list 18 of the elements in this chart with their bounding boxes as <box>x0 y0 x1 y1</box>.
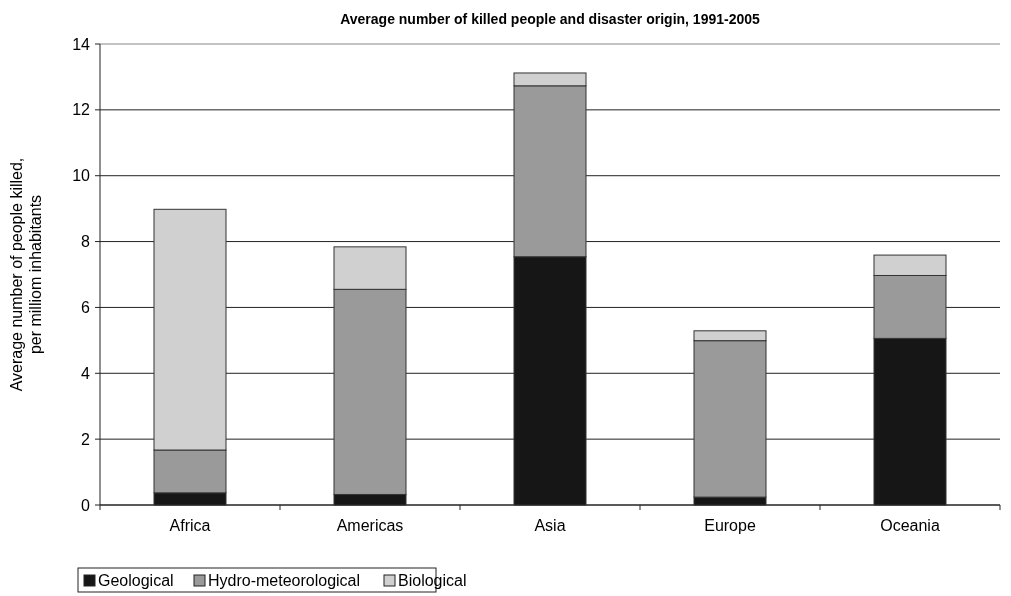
y-tick-label: 0 <box>81 496 91 514</box>
y-tick-label: 2 <box>81 430 91 448</box>
y-axis-title: Average number of people killed, per milliom inhabitants <box>8 157 44 392</box>
y-tick-label: 6 <box>81 299 91 317</box>
y-tick-label: 10 <box>72 167 91 185</box>
legend-label: Geological <box>98 572 174 589</box>
y-tick-label: 4 <box>81 364 91 382</box>
x-tick-label: Oceania <box>880 517 940 534</box>
x-tick-label: Europe <box>704 517 756 534</box>
y-tick-label: 8 <box>81 233 91 251</box>
x-tick-label: Asia <box>534 517 566 534</box>
chart-title: Average number of killed people and disaster origin, 1991-2005 <box>340 11 761 27</box>
y-tick-label: 12 <box>72 101 91 119</box>
y-tick-label: 14 <box>72 35 91 53</box>
x-tick-label: Africa <box>169 517 211 534</box>
x-tick-label: Americas <box>336 517 404 534</box>
legend-label: Biological <box>398 572 467 589</box>
legend-label: Hydro-meteorological <box>208 572 361 589</box>
